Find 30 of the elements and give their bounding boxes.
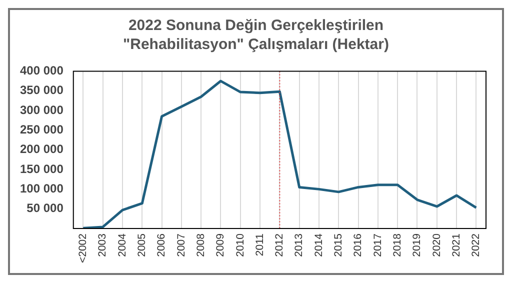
x-tick-label: 2017	[372, 233, 384, 257]
x-tick-label: 2003	[96, 233, 109, 257]
x-tick-label: 2010	[234, 233, 246, 257]
x-tick-label: 2011	[254, 233, 266, 256]
x-tick-label: 2005	[136, 233, 148, 257]
x-tick-label: 2022	[470, 233, 482, 257]
x-tick-label: 2013	[293, 233, 306, 257]
x-tick-label: 2007	[175, 233, 188, 257]
y-tick-label: 250 000	[20, 122, 64, 137]
y-tick-label: 200 000	[20, 142, 64, 156]
x-tick-label: 2016	[352, 233, 364, 257]
y-tick-label: 150 000	[20, 162, 64, 176]
chart-title: 2022 Sonuna Değin Gerçekleştirilen "Rehabilitasyon" Çalışmaları (Hektar)	[122, 16, 390, 54]
y-tick-label: 50 000	[26, 201, 64, 216]
x-tick-label: 2008	[194, 233, 207, 257]
y-tick-label: 350 000	[20, 83, 64, 98]
x-tick-label: 2021	[450, 233, 462, 257]
x-tick-label: 2018	[391, 233, 404, 257]
y-tick-label: 300 000	[20, 102, 64, 117]
x-tick-label: 2012	[274, 233, 286, 257]
x-tick-label: 2006	[156, 233, 168, 257]
x-tick-label: 2004	[116, 233, 128, 257]
y-tick-label: 400 000	[20, 64, 64, 78]
x-tick-label: 2009	[214, 233, 227, 257]
x-tick-label: <2002	[77, 233, 90, 264]
x-tick-label: 2014	[312, 233, 325, 257]
x-tick-label: 2020	[430, 233, 443, 257]
y-tick-label: 100 000	[20, 181, 64, 196]
x-tick-label: 2019	[411, 233, 424, 257]
x-tick-label: 2015	[332, 233, 345, 257]
